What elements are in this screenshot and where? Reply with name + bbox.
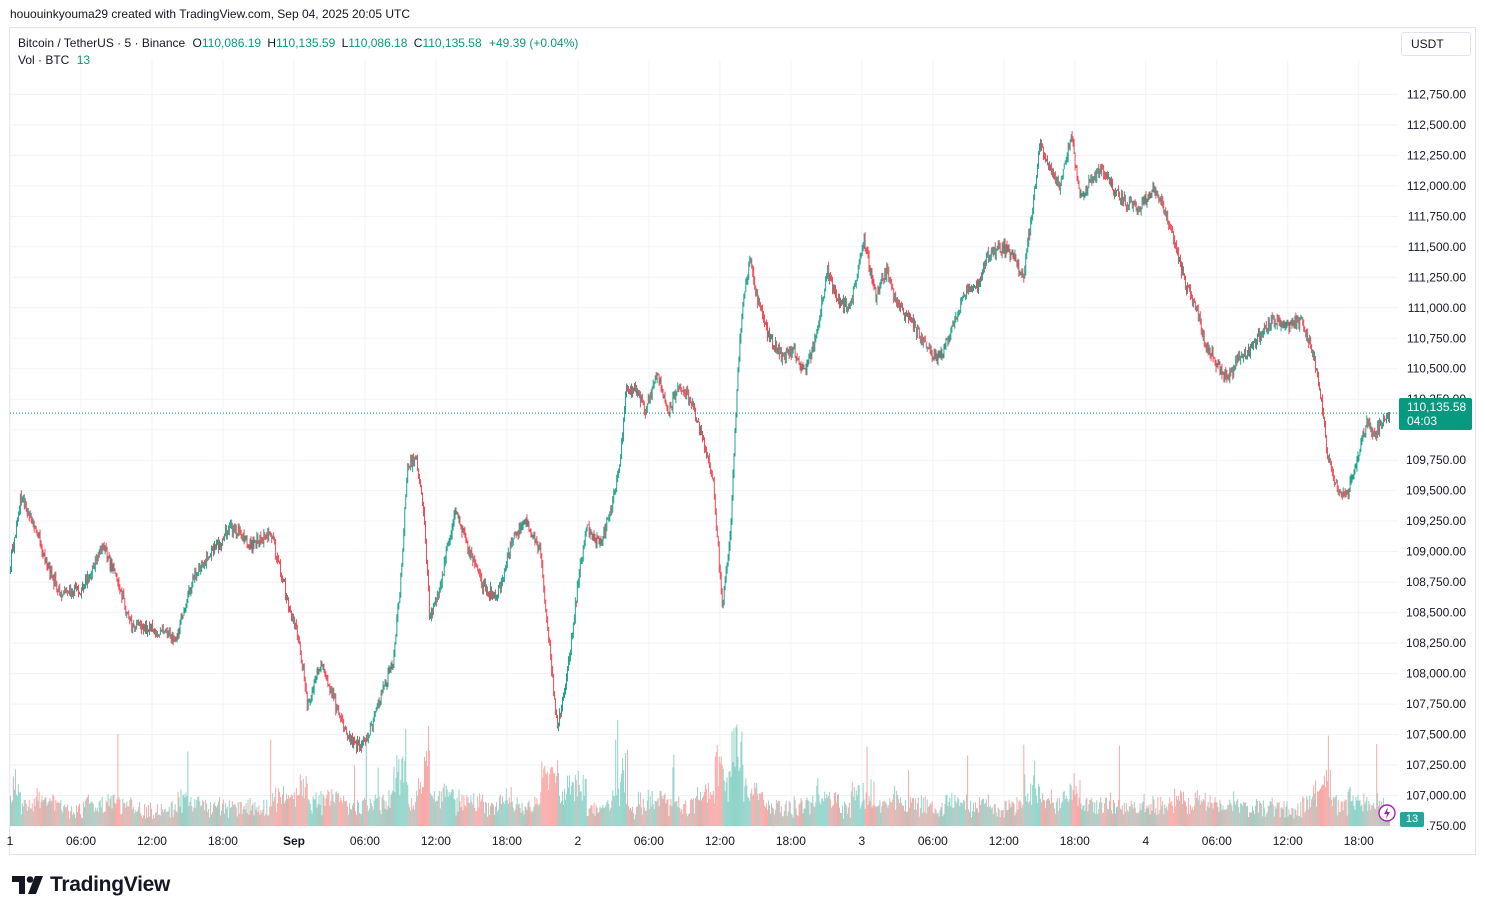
time-tick-label: 18:00 <box>1344 834 1374 848</box>
time-tick-label: 12:00 <box>137 834 167 848</box>
time-tick-label: 2 <box>575 834 582 848</box>
price-tick-label: 107,750.00 <box>1406 697 1466 711</box>
time-tick-label: 06:00 <box>350 834 380 848</box>
legend-close-value: 110,135.58 <box>422 36 482 50</box>
price-tick-label: 108,000.00 <box>1406 667 1466 681</box>
price-tick-label: 110,500.00 <box>1407 362 1466 376</box>
last-price-value: 110,135.58 <box>1407 400 1467 414</box>
price-tick-label: 109,250.00 <box>1406 514 1466 528</box>
bar-countdown: 04:03 <box>1407 414 1438 428</box>
time-tick-label: 12:00 <box>421 834 451 848</box>
chart-grid <box>9 60 1398 827</box>
lightning-icon[interactable] <box>1378 804 1396 822</box>
time-tick-label: 18:00 <box>776 834 806 848</box>
legend-volume-value: 13 <box>76 53 91 67</box>
price-tick-label: 111,500.00 <box>1408 240 1467 254</box>
tradingview-logo-icon <box>12 876 43 894</box>
price-tick-label: 112,250.00 <box>1407 148 1466 162</box>
price-tick-label: 112,750.00 <box>1407 87 1466 101</box>
time-tick-label: 12:00 <box>1273 834 1303 848</box>
legend-symbol[interactable]: Bitcoin / TetherUS · 5 · Binance <box>18 36 186 50</box>
tradingview-logo[interactable]: TradingView <box>12 873 170 897</box>
time-tick-label: 06:00 <box>66 834 96 848</box>
time-axis: 1 06:00 12:00 18:00 Sep 06:00 12:00 18:00 2 06:00… <box>7 834 1374 848</box>
tradingview-wordmark: TradingView <box>50 873 171 896</box>
time-tick-label: 18:00 <box>1060 834 1090 848</box>
price-tick-label: 109,750.00 <box>1406 453 1466 467</box>
price-tick-label: 108,750.00 <box>1406 575 1466 589</box>
time-tick-label: 06:00 <box>634 834 664 848</box>
legend-ohlc-row: Bitcoin / TetherUS · 5 · Binance O110,08… <box>18 35 578 52</box>
price-tick-label: .750.00 <box>1426 819 1466 833</box>
last-volume-label: 13 <box>1400 812 1424 827</box>
price-tick-label: 110,750.00 <box>1407 331 1466 345</box>
volume-bars <box>9 719 1391 826</box>
price-tick-label: 108,250.00 <box>1406 636 1466 650</box>
price-tick-label: 112,000.00 <box>1407 179 1466 193</box>
legend-close-label: C <box>413 36 423 50</box>
time-tick-label: Sep <box>283 834 305 848</box>
price-tick-label: 111,750.00 <box>1408 209 1467 223</box>
chart-credit: hououinkyouma29 created with TradingView… <box>10 7 411 21</box>
legend-low-label: L <box>341 36 349 50</box>
time-tick-label: 12:00 <box>989 834 1019 848</box>
legend-high-value: 110,135.59 <box>276 36 336 50</box>
legend-open-value: 110,086.19 <box>201 36 262 50</box>
price-tick-label: 108,500.00 <box>1406 606 1466 620</box>
time-tick-label: 06:00 <box>1202 834 1232 848</box>
legend-high-label: H <box>267 36 277 50</box>
legend-change: +49.39 (+0.04%) <box>488 36 579 50</box>
price-tick-label: 107,250.00 <box>1406 758 1466 772</box>
time-tick-label: 12:00 <box>705 834 735 848</box>
time-tick-label: 18:00 <box>492 834 522 848</box>
price-tick-label: 107,500.00 <box>1406 728 1466 742</box>
price-tick-label: 109,500.00 <box>1406 484 1466 498</box>
time-tick-label: 18:00 <box>208 834 238 848</box>
legend-volume-row: Vol · BTC 13 <box>18 52 578 69</box>
legend-volume-label[interactable]: Vol · BTC <box>18 53 70 67</box>
legend-open-label: O <box>192 36 202 50</box>
time-tick-label: 1 <box>7 834 14 848</box>
time-tick-label: 3 <box>859 834 866 848</box>
legend-low-value: 110,086.18 <box>348 36 408 50</box>
time-tick-label: 06:00 <box>918 834 948 848</box>
legend: Bitcoin / TetherUS · 5 · Binance O110,08… <box>18 35 578 69</box>
price-tick-label: 112,500.00 <box>1407 118 1466 132</box>
last-price-label: 110,135.58 04:03 <box>1399 398 1472 430</box>
price-tick-label: 107,000.00 <box>1406 789 1466 803</box>
price-tick-label: 111,250.00 <box>1408 270 1467 284</box>
time-tick-label: 4 <box>1142 834 1149 848</box>
currency-selector[interactable]: USDT <box>1401 32 1471 56</box>
price-tick-label: 109,000.00 <box>1406 545 1466 559</box>
price-axis: .750.00 107,000.00 107,250.00 107,500.00 107… <box>1406 87 1466 833</box>
price-tick-label: 111,000.00 <box>1408 301 1467 315</box>
candlesticks <box>10 130 1390 754</box>
